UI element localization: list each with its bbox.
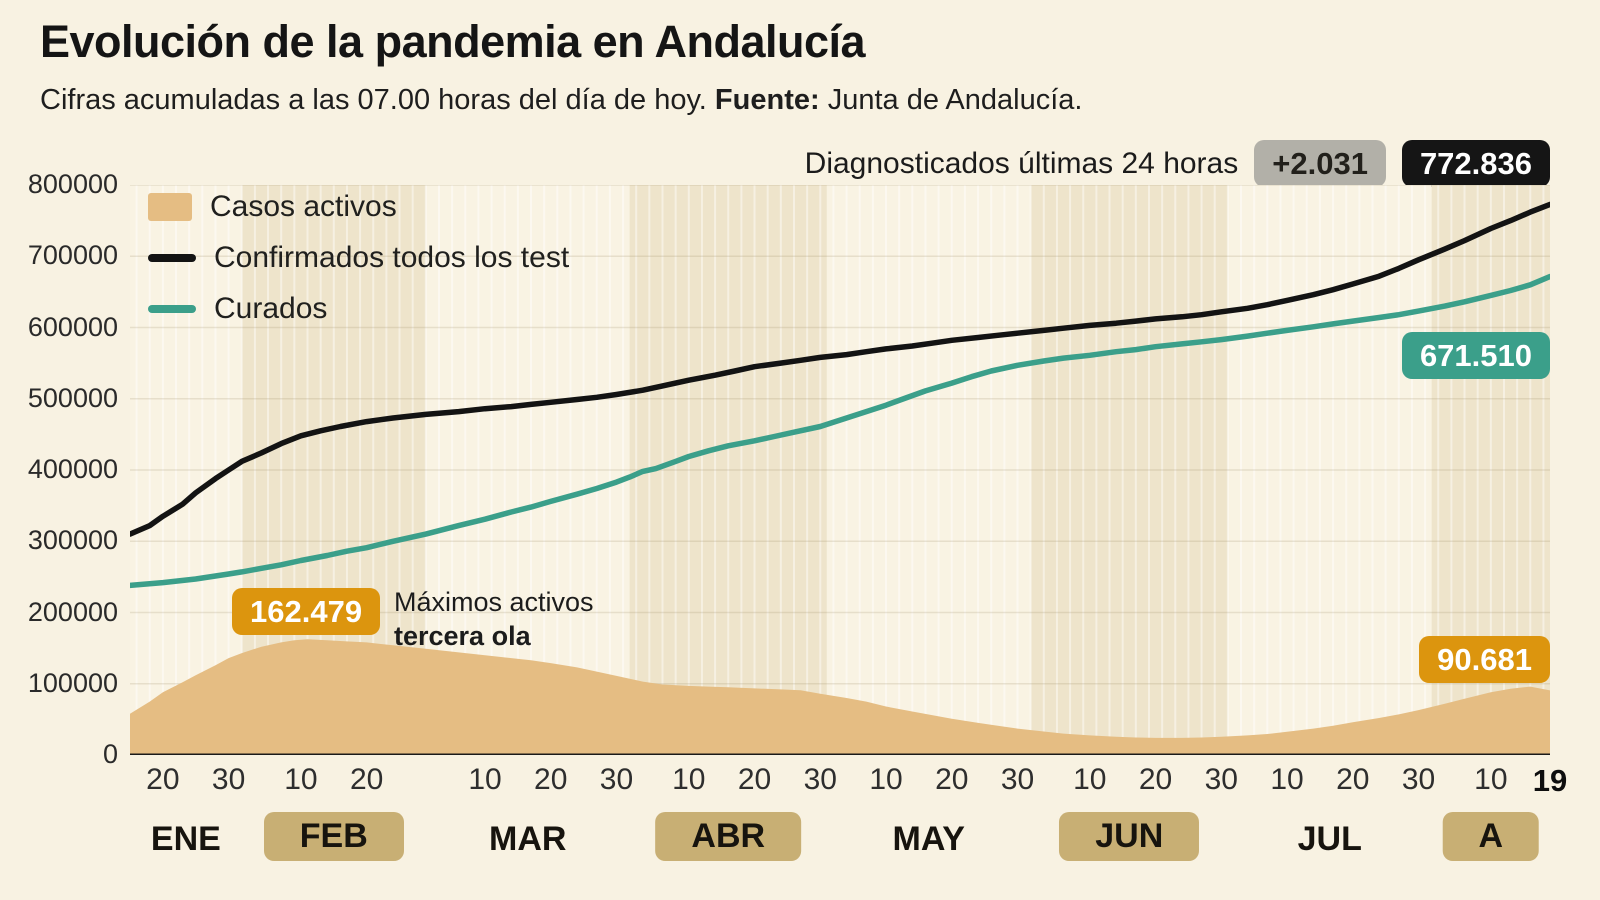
cured-total-badge: 671.510 [1401, 332, 1550, 379]
chart-legend: Casos activos Confirmados todos los test… [148, 190, 569, 326]
max-active-badge: 162.479 [232, 588, 381, 635]
legend-item-active-cases: Casos activos [148, 190, 569, 224]
y-axis-label: 800000 [27, 169, 118, 199]
month-label: A [1442, 812, 1540, 861]
active-cases-swatch-icon [148, 193, 192, 221]
active-total-badge: 90.681 [1419, 636, 1550, 683]
diagnosed-annotation: Diagnosticados últimas 24 horas +2.031 7… [805, 140, 1550, 187]
x-axis-tick: 30 [1000, 763, 1035, 796]
y-axis-label: 100000 [27, 667, 118, 698]
x-axis-tick: 20 [737, 763, 772, 796]
y-axis-label: 400000 [27, 454, 118, 484]
cured-line-swatch-icon [148, 305, 196, 313]
month-label: FEB [263, 812, 404, 861]
month-label: JUN [1059, 812, 1200, 861]
x-axis-tick: 10 [284, 763, 318, 796]
x-axis-tick: 10 [468, 763, 502, 796]
month-label: MAR [489, 820, 567, 858]
x-axis-tick: 30 [803, 763, 837, 796]
diagnosed-label: Diagnosticados últimas 24 horas [804, 146, 1239, 180]
month-label: JUL [1297, 820, 1362, 858]
subtitle-source-label: Fuente: [714, 84, 820, 116]
y-axis-label: 200000 [27, 596, 118, 627]
legend-label: Curados [214, 292, 328, 325]
diagnosed-total-badge: 772.836 [1401, 140, 1550, 187]
x-axis-tick: 20 [935, 763, 969, 796]
x-axis-tick: 19 [1532, 763, 1568, 798]
max-active-label-line2: tercera ola [394, 620, 531, 651]
x-axis-tick: 20 [1138, 763, 1173, 796]
legend-label: Casos activos [210, 190, 397, 223]
x-axis-tick: 30 [1401, 763, 1436, 796]
diagnosed-delta-badge: +2.031 [1254, 140, 1386, 187]
y-axis-label: 500000 [27, 382, 118, 413]
x-axis-tick: 20 [534, 763, 568, 796]
x-axis-tick: 10 [1474, 763, 1508, 796]
max-active-label: Máximos activos tercera ola [394, 586, 594, 654]
x-axis-tick: 20 [1336, 763, 1370, 796]
subtitle-source: Junta de Andalucía. [819, 84, 1083, 116]
x-axis-tick: 10 [1270, 763, 1304, 796]
subtitle-text: Cifras acumuladas a las 07.00 horas del … [40, 84, 715, 116]
month-label: MAY [892, 820, 965, 858]
x-axis-tick: 30 [1204, 763, 1238, 796]
page-title: Evolución de la pandemia en Andalucía [40, 16, 866, 67]
legend-label: Confirmados todos los test [214, 241, 570, 274]
month-label: ABR [655, 812, 802, 861]
subtitle: Cifras acumuladas a las 07.00 horas del … [40, 84, 1082, 117]
x-axis-tick: 20 [349, 763, 384, 796]
month-label: ENE [150, 820, 221, 858]
x-axis-tick: 10 [1073, 763, 1107, 796]
x-axis-tick: 10 [672, 763, 706, 796]
y-axis-label: 0 [102, 739, 118, 769]
legend-item-confirmed: Confirmados todos los test [148, 241, 569, 275]
y-axis-label: 600000 [27, 311, 118, 342]
x-axis-tick: 30 [599, 763, 634, 796]
legend-item-cured: Curados [148, 292, 569, 326]
confirmed-line-swatch-icon [148, 254, 196, 262]
x-axis-tick: 30 [211, 763, 246, 796]
y-axis-label: 700000 [27, 240, 118, 271]
y-axis-label: 300000 [27, 525, 118, 556]
x-axis-tick: 10 [869, 763, 903, 796]
x-axis-tick: 20 [146, 763, 180, 796]
max-active-label-line1: Máximos activos [394, 587, 594, 617]
